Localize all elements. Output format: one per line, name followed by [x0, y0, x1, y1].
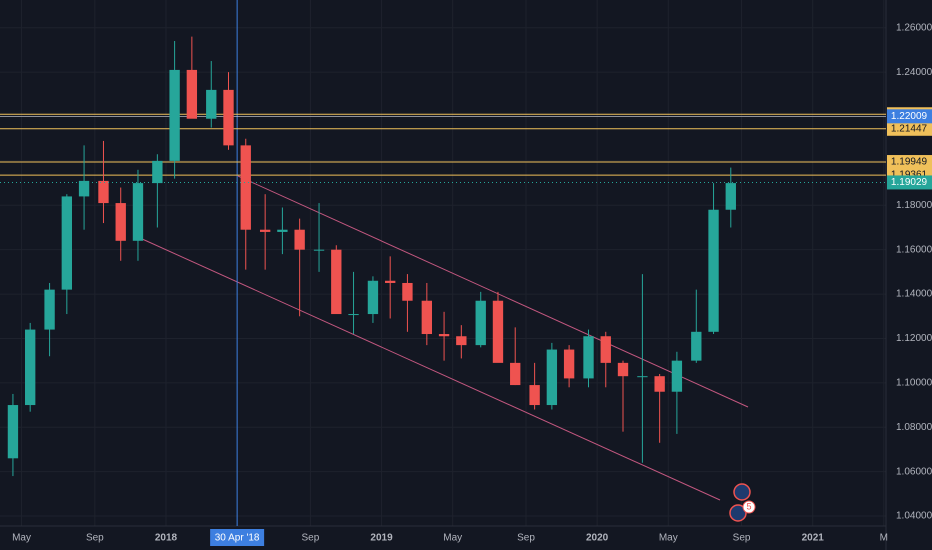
crosshair-date: 30 Apr '18 — [215, 533, 260, 544]
event-badge-bg — [742, 500, 756, 514]
candle-body — [725, 183, 736, 210]
candle-body — [115, 203, 126, 241]
x-tick-label: Sep — [517, 533, 535, 544]
x-tick-label: May — [12, 533, 31, 544]
candle-body — [294, 229, 305, 250]
candles — [0, 0, 886, 526]
y-tick-label: 1.24000 — [896, 67, 932, 78]
price-tag: 1.19029 — [891, 177, 928, 188]
candle-body — [44, 289, 55, 330]
crosshair-date-bg — [210, 529, 265, 546]
x-tick-label: May — [659, 533, 678, 544]
y-tick-label: 1.10000 — [896, 377, 932, 388]
candle-body — [240, 145, 251, 230]
y-tick-label: 1.12000 — [896, 333, 932, 344]
price-tag: 1.21447 — [891, 123, 928, 134]
price-tag: 1.19949 — [891, 157, 928, 168]
event-badge: 5 — [746, 501, 751, 511]
candle-body — [7, 405, 19, 459]
candle-body — [671, 360, 683, 392]
candle-body — [654, 376, 665, 392]
candle-body — [259, 229, 271, 232]
candle-body — [98, 180, 109, 204]
candle-body — [152, 160, 163, 184]
x-tick-label: Sep — [733, 533, 751, 544]
x-tick-label: Sep — [86, 533, 104, 544]
candle-body — [385, 280, 396, 283]
candle-body — [132, 183, 144, 241]
candle-body — [186, 69, 198, 119]
y-tick-label: 1.08000 — [896, 422, 932, 433]
y-tick-label: 1.26000 — [896, 22, 932, 33]
price-tag-bg — [887, 109, 932, 124]
price-tag: 1.19361 — [891, 170, 928, 181]
x-tick-label: 2021 — [802, 533, 825, 544]
x-tick-label: 2018 — [155, 533, 178, 544]
candle-body — [277, 229, 288, 232]
price-tag: 1.22009 — [891, 111, 928, 122]
candle-body — [313, 249, 325, 251]
event-icon[interactable] — [729, 504, 747, 522]
candle-body — [331, 249, 342, 315]
candle-body — [78, 180, 90, 197]
grid — [0, 0, 886, 526]
price-tag-bg — [887, 155, 932, 170]
channel-upper — [237, 175, 749, 408]
candle-body — [456, 336, 467, 346]
y-tick-label: 1.14000 — [896, 289, 932, 300]
candle-body — [546, 349, 558, 406]
candle-body — [421, 300, 433, 335]
y-tick-label: 1.06000 — [896, 466, 932, 477]
candle-body — [492, 300, 504, 363]
x-tick-label: May — [443, 533, 462, 544]
candle-body — [367, 280, 379, 315]
x-tick-label: 2019 — [370, 533, 393, 544]
axis-labels: 1.260001.240001.220001.200001.180001.160… — [12, 22, 932, 546]
candle-body — [348, 314, 359, 316]
candle-body — [61, 196, 73, 290]
candle-body — [600, 336, 611, 363]
candle-body — [691, 331, 702, 361]
y-tick-label: 1.04000 — [896, 511, 932, 522]
candle-body — [206, 89, 217, 119]
candle-body — [475, 300, 486, 346]
x-tick-label: Sep — [302, 533, 320, 544]
candle-body — [169, 69, 180, 161]
price-tag-bg — [887, 121, 932, 136]
y-tick-label: 1.18000 — [896, 200, 932, 211]
candle-body — [438, 334, 450, 337]
candle-body — [25, 329, 36, 406]
candle-body — [402, 282, 413, 301]
candle-body — [708, 209, 719, 332]
candle-body — [617, 362, 629, 377]
x-tick-label: M — [880, 533, 888, 544]
candle-body — [529, 385, 540, 406]
candle-body — [583, 336, 594, 379]
y-tick-label: 1.16000 — [896, 244, 932, 255]
candle-body — [510, 362, 521, 386]
x-tick-label: 2020 — [586, 533, 609, 544]
candle-body — [563, 349, 575, 379]
candle-body — [637, 376, 648, 378]
price-tag-bg — [887, 175, 932, 190]
event-icon[interactable] — [733, 483, 751, 501]
candle-body — [223, 89, 234, 146]
